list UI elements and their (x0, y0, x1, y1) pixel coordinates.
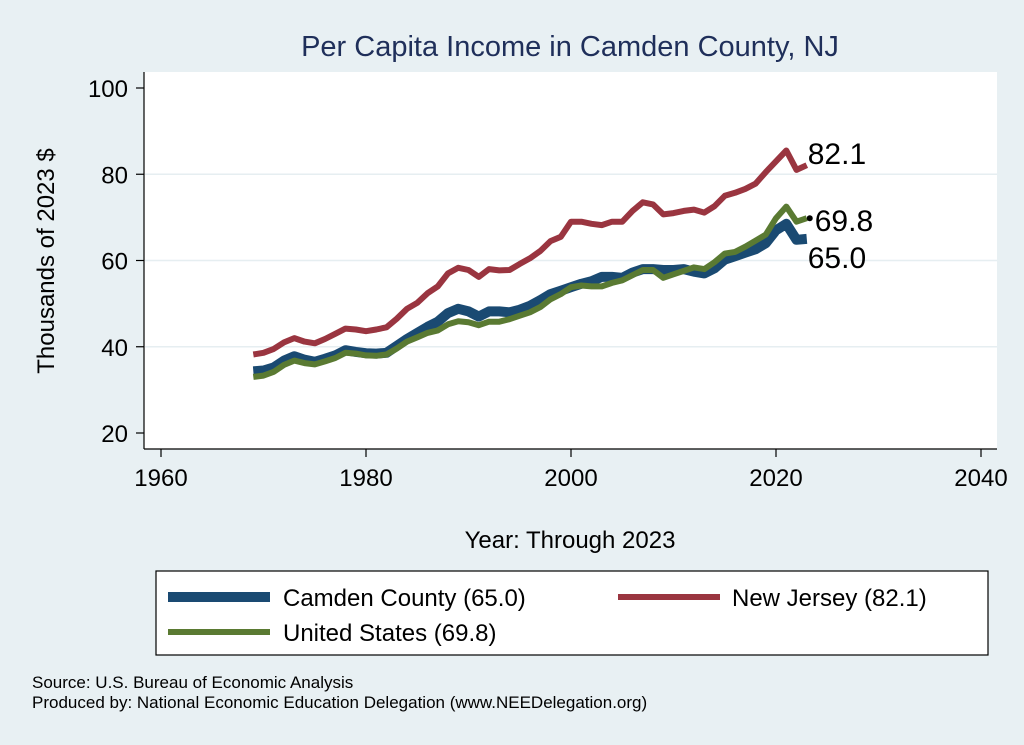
x-tick-label-1960: 1960 (134, 465, 187, 492)
series-line-new-jersey (252, 147, 809, 358)
end-label-new-jersey: 82.1 (808, 138, 866, 171)
gridlines (145, 173, 997, 348)
y-tick-label-80: 80 (101, 162, 128, 189)
y-ticks: 20 40 60 80 100 (88, 76, 144, 448)
legend-box (155, 570, 989, 656)
legend: Camden County (65.0) New Jersey (82.1) U… (155, 570, 989, 656)
end-label-camden-county: 65.0 (808, 242, 866, 275)
y-tick-label-60: 60 (101, 249, 128, 276)
x-tick-label-2000: 2000 (544, 465, 597, 492)
producer-note: Produced by: National Economic Education… (32, 693, 647, 712)
y-axis-label: Thousands of 2023 $ (33, 148, 60, 374)
y-tick-label-20: 20 (101, 421, 128, 448)
end-marker-united-states (806, 215, 813, 222)
x-tick-label-2040: 2040 (954, 465, 1007, 492)
x-tick-label-2020: 2020 (749, 465, 802, 492)
legend-label-united-states: United States (69.8) (283, 620, 496, 647)
chart-title: Per Capita Income in Camden County, NJ (301, 31, 839, 63)
x-axis-label: Year: Through 2023 (465, 527, 676, 554)
y-tick-label-40: 40 (101, 335, 128, 362)
end-label-united-states: 69.8 (815, 205, 873, 238)
series-lines (252, 147, 809, 380)
x-ticks: 1960 1980 2000 2020 2040 (134, 449, 1008, 492)
x-tick-label-1980: 1980 (339, 465, 392, 492)
legend-label-camden: Camden County (65.0) (283, 585, 526, 612)
end-labels: 65.0 82.1 69.8 (806, 138, 873, 275)
series-line-united-states (252, 203, 808, 380)
legend-label-new-jersey: New Jersey (82.1) (732, 585, 927, 612)
source-note: Source: U.S. Bureau of Economic Analysis (32, 673, 353, 692)
y-tick-label-100: 100 (88, 76, 128, 103)
